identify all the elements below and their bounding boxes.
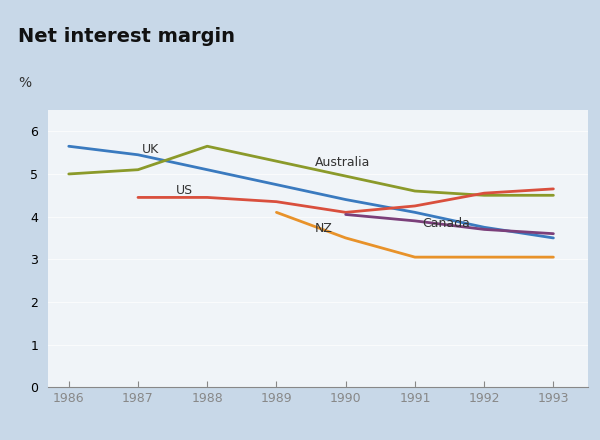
- Text: NZ: NZ: [314, 222, 332, 235]
- Text: Canada: Canada: [422, 217, 470, 231]
- Text: Australia: Australia: [314, 155, 370, 169]
- Text: UK: UK: [142, 143, 159, 156]
- Text: %: %: [18, 76, 31, 89]
- Text: US: US: [176, 183, 193, 197]
- Text: Net interest margin: Net interest margin: [18, 27, 235, 46]
